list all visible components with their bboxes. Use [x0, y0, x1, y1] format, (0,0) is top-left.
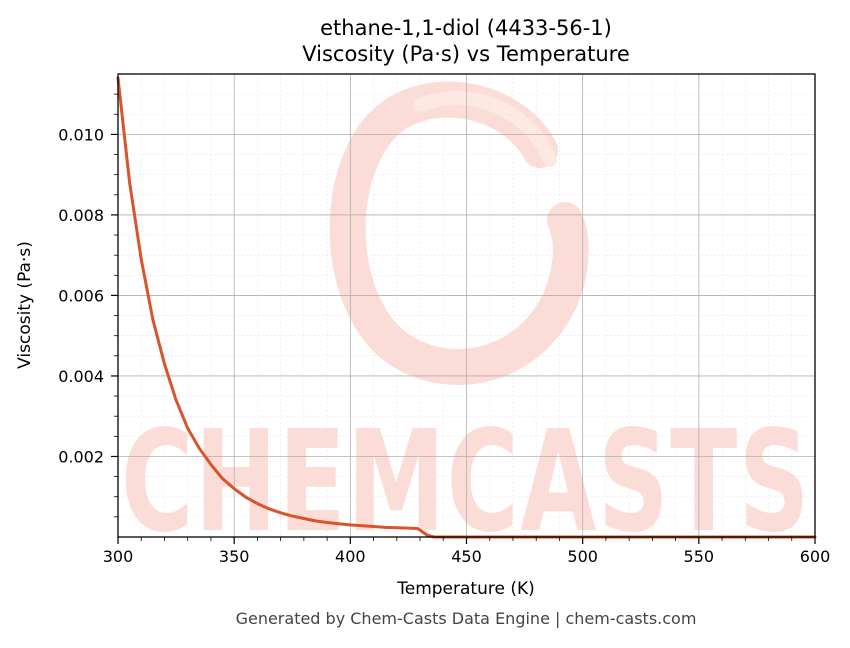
watermark-swirl-icon	[413, 91, 557, 167]
x-axis-ticks: 300 350 400 450 500 550 600	[103, 537, 831, 566]
chart-title-line2: Viscosity (Pa·s) vs Temperature	[302, 42, 630, 66]
x-tick-label: 550	[684, 547, 715, 566]
y-tick-label: 0.008	[58, 206, 104, 225]
x-axis-label: Temperature (K)	[396, 579, 535, 599]
y-axis-label: Viscosity (Pa·s)	[15, 241, 35, 369]
x-tick-label: 500	[567, 547, 598, 566]
y-tick-label: 0.010	[58, 125, 104, 144]
y-tick-label: 0.006	[58, 286, 104, 305]
footer-credit: Generated by Chem-Casts Data Engine | ch…	[236, 609, 697, 628]
x-tick-label: 350	[219, 547, 250, 566]
x-tick-label: 450	[451, 547, 482, 566]
x-tick-label: 400	[335, 547, 366, 566]
chart-title-line1: ethane-1,1-diol (4433-56-1)	[320, 16, 612, 40]
x-tick-label: 600	[800, 547, 831, 566]
y-axis-ticks: 0.002 0.004 0.006 0.008 0.010	[58, 93, 118, 518]
y-tick-label: 0.002	[58, 447, 104, 466]
y-tick-label: 0.004	[58, 367, 104, 386]
x-tick-label: 300	[103, 547, 134, 566]
viscosity-series-line	[116, 76, 817, 539]
